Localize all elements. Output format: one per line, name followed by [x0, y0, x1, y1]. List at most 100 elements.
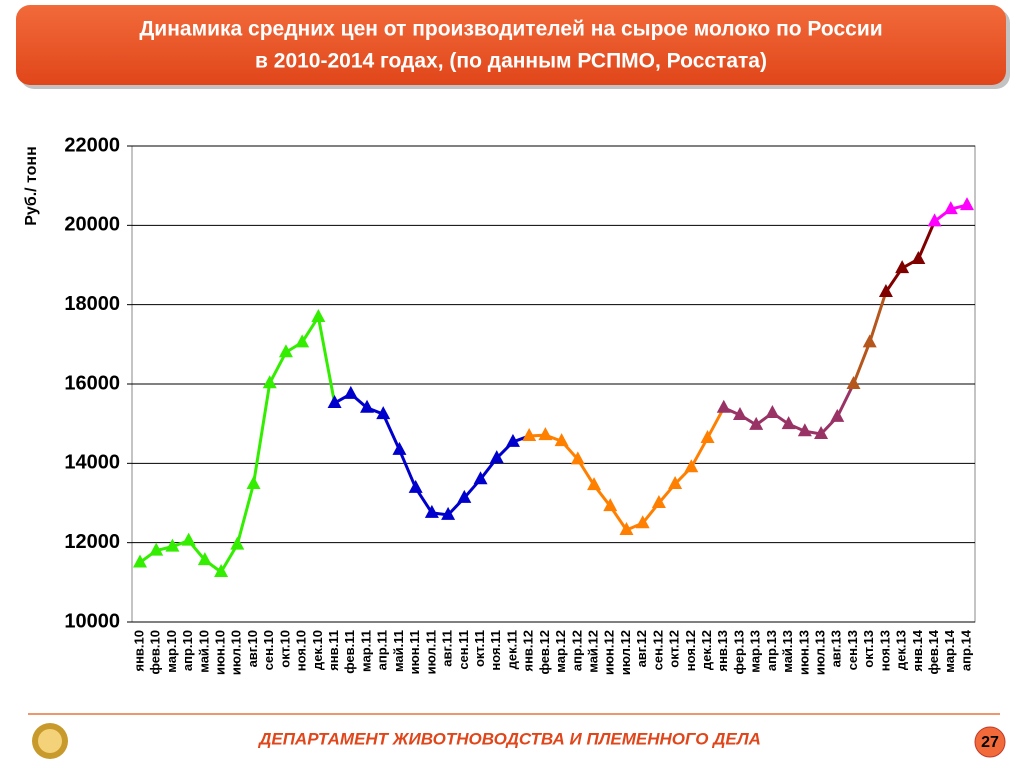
x-tick-label: мар.10	[164, 630, 179, 673]
x-tick-label: мар.12	[553, 630, 568, 673]
point-marker	[749, 416, 764, 430]
point-marker	[181, 532, 196, 546]
point-marker	[278, 344, 293, 358]
x-tick-label: окт.12	[667, 630, 682, 668]
point-marker	[538, 427, 553, 441]
header	[16, 5, 1006, 85]
point-marker	[505, 433, 520, 447]
x-tick-label: ноя.11	[488, 630, 503, 671]
x-tick-label: апр.14	[958, 629, 973, 671]
logo-inner	[38, 729, 62, 753]
point-marker	[846, 376, 861, 389]
point-marker	[570, 451, 585, 465]
point-marker	[408, 479, 423, 493]
point-marker	[635, 515, 650, 529]
x-tick-label: май.13	[780, 630, 795, 673]
x-tick-label: май.10	[196, 630, 211, 673]
x-tick-label: июл.11	[423, 630, 438, 674]
x-tick-label: дек.10	[310, 630, 325, 670]
x-tick-label: авг.12	[634, 630, 649, 667]
point-marker	[197, 552, 212, 566]
point-marker	[603, 498, 618, 512]
x-tick-label: окт.11	[472, 630, 487, 667]
x-tick-label: янв.13	[715, 630, 730, 672]
x-tick-label: июн.10	[213, 630, 228, 675]
point-marker	[522, 427, 537, 441]
footer-text: ДЕПАРТАМЕНТ ЖИВОТНОВОДСТВА И ПЛЕМЕННОГО …	[257, 729, 761, 748]
x-tick-label: янв.11	[326, 630, 341, 671]
connector	[706, 407, 726, 439]
x-tick-label: авг.10	[245, 630, 260, 667]
point-marker	[295, 334, 310, 348]
point-marker	[960, 197, 974, 211]
chart-title: Динамика средних цен от производителей н…	[139, 18, 882, 41]
point-marker	[489, 450, 504, 464]
series-line	[852, 341, 872, 385]
x-tick-label: апр.13	[764, 630, 779, 671]
y-tick-label: 18000	[64, 293, 120, 315]
chart-title: в 2010-2014 годах, (по данным РСПМО, Рос…	[255, 50, 767, 73]
x-tick-label: апр.12	[569, 630, 584, 671]
x-tick-label: сен.13	[845, 630, 860, 670]
x-tick-label: фев.11	[342, 630, 357, 674]
point-marker	[651, 495, 666, 508]
point-marker	[133, 554, 147, 568]
point-marker	[457, 489, 472, 503]
x-tick-label: сен.10	[261, 630, 276, 670]
x-tick-label: фев.14	[926, 629, 941, 674]
connector	[316, 316, 337, 404]
x-tick-label: дек.13	[894, 630, 909, 670]
point-marker	[814, 425, 829, 439]
point-marker	[732, 406, 747, 420]
x-tick-label: сен.11	[456, 630, 471, 670]
x-tick-label: май.11	[391, 630, 406, 672]
y-tick-label: 14000	[64, 452, 120, 474]
point-marker	[765, 404, 780, 418]
x-tick-label: ноя.12	[683, 630, 698, 671]
point-marker	[246, 475, 261, 489]
point-marker	[311, 308, 326, 322]
y-axis-label: Руб./ тонн	[23, 146, 40, 226]
point-marker	[895, 260, 910, 274]
x-tick-label: июн.11	[407, 630, 422, 674]
point-marker	[262, 375, 277, 389]
x-tick-label: июл.13	[812, 630, 827, 675]
point-marker	[360, 399, 375, 413]
x-tick-label: апр.11	[375, 630, 390, 670]
x-tick-label: авг.11	[440, 630, 455, 667]
y-tick-label: 12000	[64, 531, 120, 553]
connector	[835, 383, 855, 418]
x-tick-label: июл.12	[618, 630, 633, 675]
point-marker	[327, 395, 342, 409]
point-marker	[424, 504, 439, 518]
connector	[868, 291, 888, 343]
point-marker	[392, 441, 407, 455]
x-tick-label: июл.10	[229, 630, 244, 675]
point-marker	[554, 433, 569, 447]
point-marker	[797, 423, 812, 437]
point-marker	[781, 416, 796, 430]
point-marker	[878, 283, 893, 297]
point-marker	[230, 536, 245, 550]
x-tick-label: мар.13	[748, 630, 763, 673]
x-tick-label: апр.10	[180, 630, 195, 671]
point-marker	[343, 385, 358, 399]
x-tick-label: фев.12	[537, 630, 552, 675]
point-marker	[700, 429, 715, 443]
page-number: 27	[981, 734, 999, 751]
x-tick-label: июн.13	[796, 630, 811, 675]
page-badge	[974, 726, 1006, 758]
point-marker	[473, 471, 488, 485]
point-marker	[943, 201, 958, 215]
point-marker	[927, 213, 942, 227]
y-tick-label: 16000	[64, 372, 120, 394]
x-tick-label: фев.10	[148, 630, 163, 675]
point-marker	[716, 399, 731, 413]
point-marker	[149, 542, 164, 556]
point-marker	[165, 538, 180, 552]
x-tick-label: май.12	[585, 630, 600, 673]
x-tick-label: ноя.13	[877, 630, 892, 671]
x-tick-label: ноя.10	[294, 630, 309, 671]
point-marker	[587, 477, 602, 491]
x-tick-label: янв.10	[131, 630, 146, 672]
